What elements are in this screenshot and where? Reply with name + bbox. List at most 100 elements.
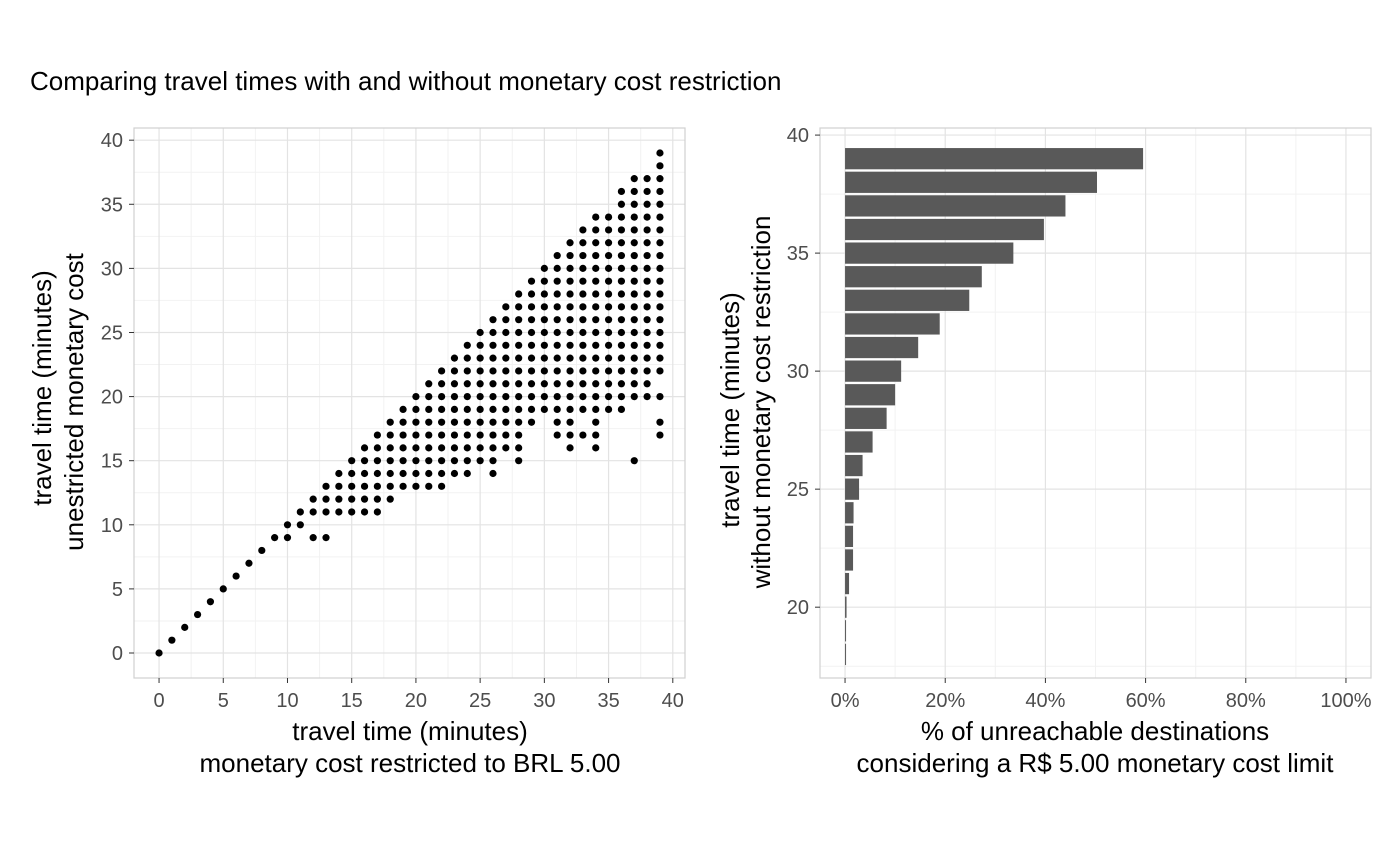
bar-mark [845, 478, 860, 500]
scatter-point [489, 367, 497, 375]
scatter-point [643, 303, 651, 311]
scatter-point [476, 328, 484, 337]
scatter-point [630, 264, 638, 272]
scatter-point [502, 354, 510, 362]
scatter-point [489, 469, 497, 478]
scatter-point [476, 367, 484, 375]
scatter-x-tick-label: 15 [341, 690, 363, 712]
scatter-point [592, 328, 600, 337]
scatter-point [245, 559, 253, 567]
scatter-point [527, 290, 536, 298]
scatter-point [630, 354, 638, 362]
scatter-point [515, 290, 523, 298]
scatter-point [438, 469, 446, 478]
scatter-point [643, 328, 651, 337]
bar-y-tick-label: 25 [787, 479, 809, 501]
scatter-point [219, 585, 227, 593]
scatter-point [617, 367, 626, 375]
scatter-point [630, 213, 638, 221]
scatter-point [463, 405, 471, 414]
scatter-point [617, 277, 626, 285]
scatter-point [540, 392, 548, 401]
scatter-point [527, 303, 536, 311]
scatter-point [604, 354, 613, 362]
scatter-point [617, 303, 626, 311]
scatter-point [630, 328, 638, 337]
scatter-point [656, 303, 664, 311]
scatter-point [438, 380, 446, 388]
scatter-point [579, 316, 587, 324]
scatter-point [258, 546, 266, 555]
scatter-point [617, 354, 626, 362]
scatter-point [553, 290, 561, 298]
scatter-point [656, 200, 664, 208]
scatter-point [438, 367, 446, 375]
scatter-point [553, 251, 561, 260]
scatter-point [335, 495, 343, 503]
scatter-point [579, 431, 587, 439]
scatter-point [617, 200, 626, 208]
scatter-point [592, 303, 600, 311]
scatter-point [630, 239, 638, 247]
scatter-point [566, 239, 574, 247]
scatter-point [502, 367, 510, 375]
scatter-point [438, 444, 446, 452]
scatter-point [566, 354, 574, 362]
scatter-point [579, 226, 587, 234]
scatter-y-axis-title-line1: travel time (minutes) [27, 270, 57, 506]
bar-mark [845, 502, 854, 524]
scatter-y-tick-label: 20 [101, 387, 123, 409]
scatter-point [386, 469, 394, 478]
scatter-point [360, 457, 369, 465]
scatter-point [579, 341, 587, 349]
scatter-point [386, 444, 394, 452]
scatter-x-tick-label: 5 [218, 690, 229, 712]
scatter-point [502, 341, 510, 349]
scatter-point [566, 367, 574, 375]
scatter-point [360, 482, 369, 490]
scatter-point [579, 239, 587, 247]
scatter-point [643, 187, 651, 196]
bar-mark [845, 195, 1066, 217]
bar-mark [845, 289, 970, 311]
scatter-point [540, 328, 548, 337]
scatter-point [604, 277, 613, 285]
scatter-point [540, 303, 548, 311]
scatter-point [553, 405, 561, 414]
scatter-point [360, 495, 369, 503]
scatter-point [617, 251, 626, 260]
scatter-point [617, 316, 626, 324]
scatter-point [604, 239, 613, 247]
bar-mark [845, 218, 1044, 241]
scatter-point [592, 264, 600, 272]
scatter-point [502, 405, 510, 414]
scatter-point [527, 354, 536, 362]
scatter-point [566, 328, 574, 337]
scatter-point [656, 175, 664, 183]
scatter-point [425, 405, 433, 414]
scatter-point [540, 405, 548, 414]
scatter-point [656, 226, 664, 234]
scatter-point [373, 495, 381, 503]
scatter-point [386, 418, 394, 426]
scatter-point [438, 418, 446, 426]
scatter-point [617, 328, 626, 337]
scatter-point [386, 482, 394, 490]
scatter-point [566, 290, 574, 298]
scatter-point [592, 290, 600, 298]
scatter-point [489, 354, 497, 362]
scatter-point [643, 290, 651, 298]
scatter-point [283, 521, 292, 529]
bar-mark [845, 407, 887, 429]
scatter-point [476, 405, 484, 414]
scatter-point [604, 380, 613, 388]
scatter-point [425, 392, 433, 401]
scatter-point [566, 303, 574, 311]
scatter-chart: 0 5 10 15 20 25 30 35 40 0 5 10 15 20 25 30 35 40 travel… [27, 127, 686, 778]
scatter-point [335, 469, 343, 478]
scatter-point [515, 316, 523, 324]
scatter-point [438, 392, 446, 401]
scatter-point [463, 431, 471, 439]
scatter-point [489, 457, 497, 465]
scatter-point [502, 444, 510, 452]
